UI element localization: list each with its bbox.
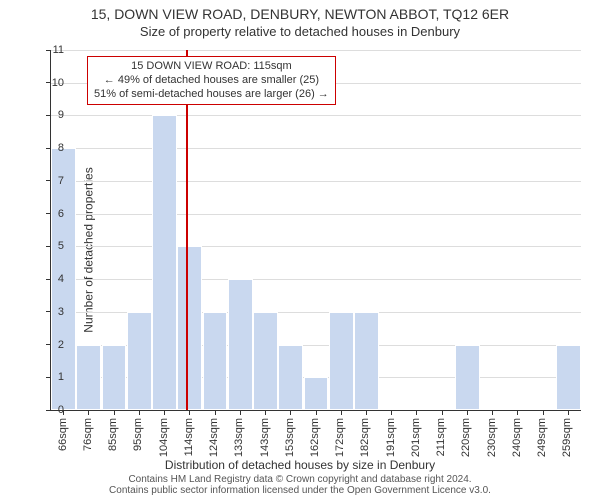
- x-tick-mark: [240, 410, 241, 415]
- x-tick-label: 162sqm: [309, 418, 321, 457]
- x-tick-mark: [139, 410, 140, 415]
- x-tick-mark: [88, 410, 89, 415]
- y-tick-label: 11: [40, 44, 64, 56]
- histogram-bar: [556, 345, 581, 410]
- histogram-bar: [203, 312, 228, 410]
- attribution-line1: Contains HM Land Registry data © Crown c…: [0, 474, 600, 485]
- callout-box: 15 DOWN VIEW ROAD: 115sqm ← 49% of detac…: [87, 56, 336, 105]
- callout-line2: ← 49% of detached houses are smaller (25…: [94, 74, 329, 88]
- x-tick-label: 153sqm: [284, 418, 296, 457]
- x-tick-label: 259sqm: [561, 418, 573, 457]
- x-tick-mark: [517, 410, 518, 415]
- x-tick-label: 240sqm: [511, 418, 523, 457]
- histogram-bar: [278, 345, 303, 410]
- histogram-bar: [354, 312, 379, 410]
- x-tick-mark: [391, 410, 392, 415]
- y-tick-label: 2: [40, 339, 64, 351]
- y-tick-label: 10: [40, 77, 64, 89]
- x-tick-mark: [341, 410, 342, 415]
- x-tick-label: 95sqm: [132, 418, 144, 451]
- x-tick-label: 124sqm: [208, 418, 220, 457]
- callout-line3: 51% of semi-detached houses are larger (…: [94, 88, 329, 102]
- x-tick-label: 191sqm: [385, 418, 397, 457]
- y-tick-label: 3: [40, 306, 64, 318]
- chart-title: 15, DOWN VIEW ROAD, DENBURY, NEWTON ABBO…: [0, 6, 600, 22]
- gridline: [51, 181, 581, 182]
- histogram-bar: [455, 345, 480, 410]
- x-tick-mark: [416, 410, 417, 415]
- x-tick-mark: [164, 410, 165, 415]
- x-tick-label: 211sqm: [435, 418, 447, 456]
- histogram-bar: [228, 279, 253, 410]
- y-tick-label: 5: [40, 240, 64, 252]
- x-tick-label: 66sqm: [57, 418, 69, 451]
- x-tick-label: 76sqm: [82, 418, 94, 451]
- x-tick-mark: [215, 410, 216, 415]
- gridline: [51, 115, 581, 116]
- y-tick-label: 4: [40, 273, 64, 285]
- x-tick-label: 133sqm: [233, 418, 245, 457]
- histogram-bar: [76, 345, 101, 410]
- x-tick-mark: [442, 410, 443, 415]
- histogram-bar: [127, 312, 152, 410]
- x-tick-label: 182sqm: [359, 418, 371, 457]
- histogram-bar: [177, 246, 202, 410]
- chart-subtitle: Size of property relative to detached ho…: [0, 24, 600, 39]
- y-tick-label: 7: [40, 175, 64, 187]
- histogram-bar: [329, 312, 354, 410]
- y-tick-label: 8: [40, 142, 64, 154]
- x-tick-mark: [543, 410, 544, 415]
- y-tick-label: 9: [40, 109, 64, 121]
- y-tick-label: 6: [40, 208, 64, 220]
- x-tick-label: 201sqm: [410, 418, 422, 457]
- x-tick-mark: [189, 410, 190, 415]
- x-tick-mark: [492, 410, 493, 415]
- x-tick-mark: [290, 410, 291, 415]
- gridline: [51, 246, 581, 247]
- x-tick-label: 220sqm: [460, 418, 472, 457]
- gridline: [51, 279, 581, 280]
- x-tick-mark: [114, 410, 115, 415]
- attribution-line2: Contains public sector information licen…: [0, 485, 600, 496]
- gridline: [51, 148, 581, 149]
- x-axis-label: Distribution of detached houses by size …: [0, 458, 600, 472]
- x-tick-label: 143sqm: [259, 418, 271, 457]
- chart-plot-area: 15 DOWN VIEW ROAD: 115sqm ← 49% of detac…: [50, 50, 581, 411]
- x-tick-mark: [316, 410, 317, 415]
- gridline: [51, 50, 581, 51]
- x-tick-label: 104sqm: [158, 418, 170, 457]
- gridline: [51, 214, 581, 215]
- x-tick-label: 114sqm: [183, 418, 195, 456]
- x-tick-label: 172sqm: [334, 418, 346, 457]
- histogram-bar: [253, 312, 278, 410]
- x-tick-mark: [568, 410, 569, 415]
- x-tick-mark: [467, 410, 468, 415]
- callout-line1: 15 DOWN VIEW ROAD: 115sqm: [94, 60, 329, 74]
- x-tick-label: 249sqm: [536, 418, 548, 457]
- x-tick-label: 85sqm: [107, 418, 119, 451]
- histogram-bar: [102, 345, 127, 410]
- histogram-bar: [152, 115, 177, 410]
- x-tick-mark: [265, 410, 266, 415]
- attribution: Contains HM Land Registry data © Crown c…: [0, 474, 600, 496]
- x-tick-label: 230sqm: [486, 418, 498, 457]
- y-tick-label: 0: [40, 404, 64, 416]
- histogram-bar: [304, 377, 329, 410]
- y-tick-label: 1: [40, 371, 64, 383]
- x-tick-mark: [366, 410, 367, 415]
